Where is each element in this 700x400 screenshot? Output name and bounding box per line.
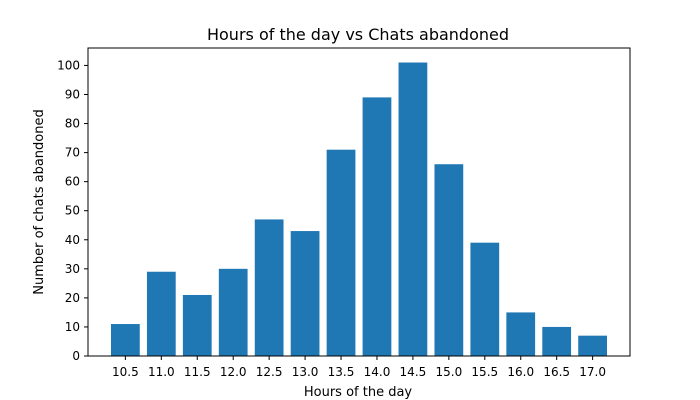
y-tick-label: 50 [65,204,80,218]
y-tick-label: 80 [65,117,80,131]
bar-13.0 [290,231,320,356]
bar-16.5 [542,326,572,356]
x-axis-label: Hours of the day [304,385,413,400]
y-axis-label: Number of chats abandoned [32,109,47,295]
y-tick-label: 0 [72,349,80,363]
y-axis: 0 10 20 30 40 50 60 70 80 90 100 [57,58,88,363]
bar-14.0 [362,97,392,356]
y-tick-label: 90 [65,87,80,101]
x-tick-label: 16.5 [543,365,570,379]
y-tick-label: 60 [65,175,80,189]
bar-17.0 [578,335,607,356]
y-tick-label: 70 [65,146,80,160]
x-tick-label: 15.5 [471,365,498,379]
x-axis: 10.5 11.0 11.5 12.0 12.5 13.0 13.5 14.0 14.5 15.0… [112,356,606,379]
bar-11.5 [182,294,212,356]
plot-frame [87,47,631,357]
x-tick-label: 14.5 [400,365,427,379]
x-tick-label: 15.0 [435,365,462,379]
y-tick-label: 100 [57,58,80,72]
x-tick-label: 16.0 [507,365,534,379]
bars-group [111,62,607,357]
y-tick-label: 40 [65,233,80,247]
bar-14.5 [398,62,428,357]
bar-16.0 [506,312,536,356]
bar-13.5 [326,149,356,356]
chart-title: Hours of the day vs Chats abandoned [207,25,509,44]
bar-10.5 [111,324,140,356]
x-tick-label: 17.0 [579,365,606,379]
y-tick-label: 20 [65,291,80,305]
x-tick-label: 13.5 [328,365,355,379]
bar-12.0 [218,268,248,356]
x-tick-label: 12.5 [256,365,283,379]
x-tick-label: 10.5 [112,365,139,379]
y-tick-label: 10 [65,320,80,334]
x-tick-label: 13.0 [292,365,319,379]
y-tick-label: 30 [65,262,80,276]
x-tick-label: 11.5 [184,365,211,379]
bar-15.5 [470,242,500,356]
bar-15.0 [434,164,464,356]
bar-11.0 [146,271,176,356]
x-tick-label: 12.0 [220,365,247,379]
x-tick-label: 14.0 [364,365,391,379]
x-tick-label: 11.0 [148,365,175,379]
bar-12.5 [254,219,284,356]
